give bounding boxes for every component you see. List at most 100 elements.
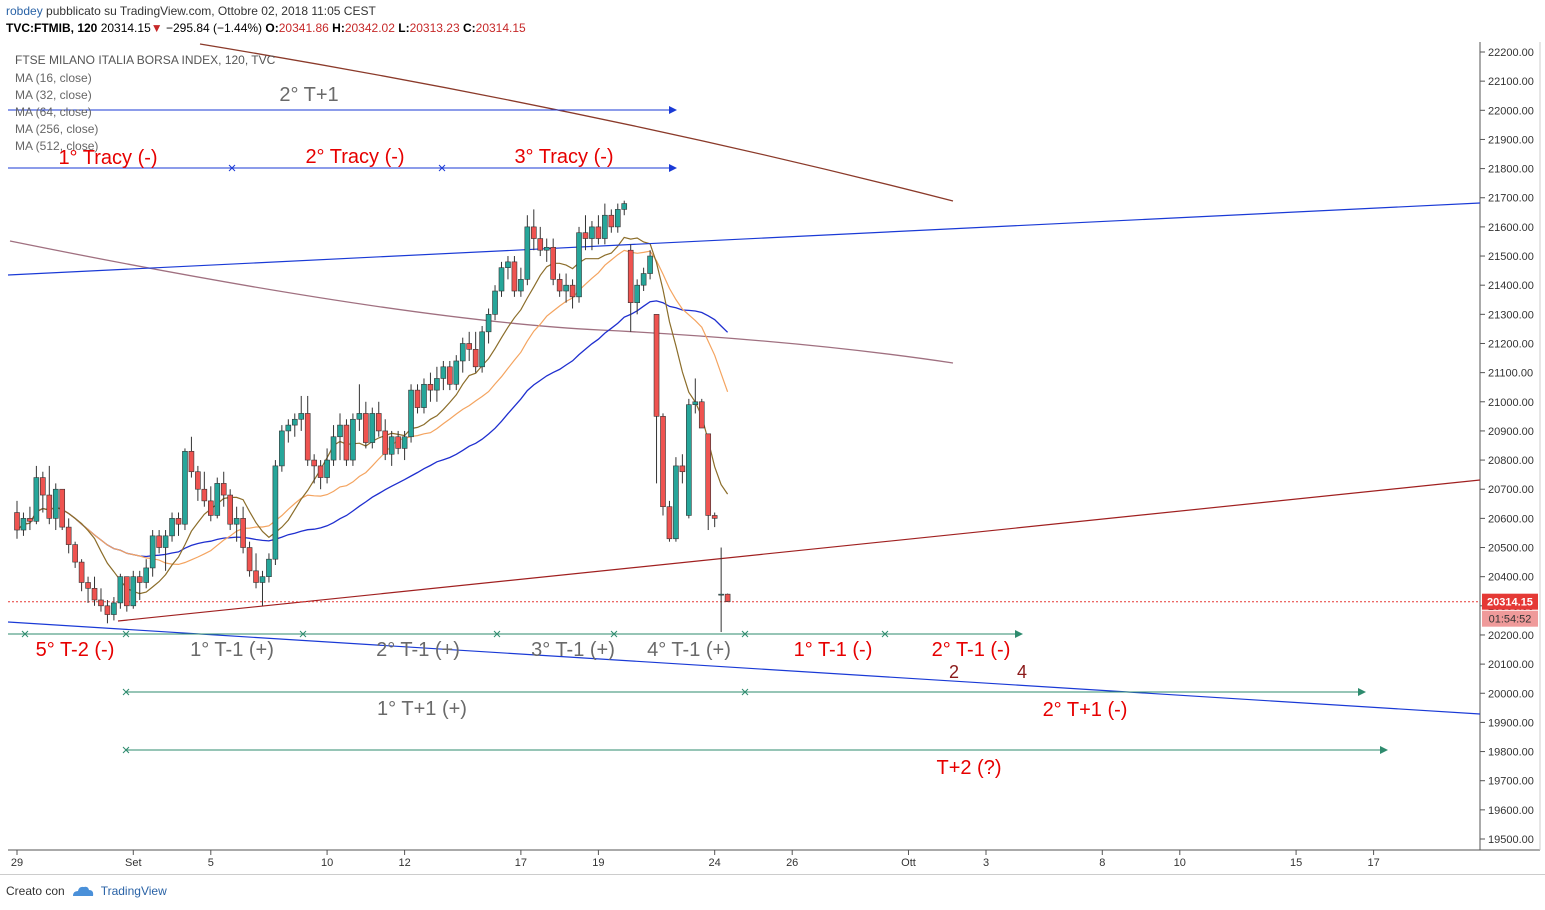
candle-body — [369, 413, 376, 443]
annot-1-t+1-plus: 1° T+1 (+) — [377, 698, 467, 720]
candle-body — [272, 465, 279, 560]
candle-body — [698, 401, 705, 429]
candle — [130, 570, 137, 609]
close-value: 20314.15 — [475, 21, 526, 35]
candle — [724, 593, 731, 603]
annot-2-t+1-minus: 2° T+1 (-) — [1043, 699, 1128, 721]
candle — [220, 471, 227, 507]
author-link[interactable]: robdey — [6, 4, 43, 18]
candle — [124, 576, 130, 612]
candle — [434, 366, 440, 402]
y-tick-label: 21000.00 — [1488, 397, 1534, 409]
candle-body — [104, 605, 111, 615]
candle — [530, 209, 537, 251]
candle-body — [304, 413, 311, 461]
candle — [46, 465, 53, 525]
candle — [356, 384, 363, 431]
candle-body — [246, 547, 253, 572]
candle-body — [324, 459, 330, 478]
candle-body — [188, 451, 195, 473]
range-separator — [228, 164, 236, 172]
y-tick-label: 19600.00 — [1488, 805, 1534, 817]
price-change: −295.84 (−1.44%) — [165, 21, 263, 35]
candle — [72, 541, 78, 568]
candle — [98, 588, 104, 612]
candle — [259, 570, 266, 606]
candle — [311, 454, 317, 484]
range-separator — [122, 746, 130, 754]
y-tick-label: 19900.00 — [1488, 717, 1534, 729]
y-tick-label: 19700.00 — [1488, 776, 1534, 788]
candle — [304, 395, 311, 466]
close-label: C: — [462, 21, 476, 35]
y-tick-label: 21100.00 — [1488, 368, 1533, 380]
candle — [511, 256, 518, 297]
y-tick-label: 20500.00 — [1488, 543, 1534, 555]
candle-body — [363, 413, 369, 443]
tradingview-link[interactable]: TradingView — [100, 884, 167, 898]
candle — [143, 559, 149, 589]
candle — [660, 413, 666, 516]
candle-body — [724, 593, 731, 603]
candle-body — [647, 255, 653, 274]
created-with-label: Creato con — [6, 884, 65, 898]
ohlc-line: TVC:FTMIB, 120 20314.15▼ −295.84 (−1.44%… — [6, 21, 526, 35]
candle — [653, 314, 660, 484]
candle-body — [279, 430, 285, 467]
candle-body — [518, 279, 524, 292]
legend-ma-item: MA (256, close) — [15, 122, 98, 136]
candle — [453, 355, 460, 391]
candle — [518, 267, 524, 297]
candle-body — [686, 404, 692, 516]
x-tick-label: 19 — [592, 857, 604, 869]
candle — [421, 378, 427, 414]
candle-body — [692, 401, 699, 405]
candle — [440, 360, 447, 391]
candle — [705, 433, 712, 531]
candle-body — [375, 413, 382, 432]
y-tick-label: 22100.00 — [1488, 76, 1534, 88]
candle — [614, 203, 621, 233]
candle-body — [614, 209, 621, 228]
candle-body — [550, 246, 556, 280]
legend-ma-item: MA (16, close) — [15, 71, 92, 85]
candle-body — [621, 203, 628, 210]
annot-2-t-1-minus: 2° T-1 (-) — [932, 639, 1011, 661]
candle-body — [317, 465, 324, 478]
candle — [233, 506, 240, 542]
candle — [324, 448, 330, 484]
candle-body — [124, 576, 130, 607]
candle-body — [524, 226, 531, 280]
candle — [330, 425, 337, 466]
candle — [686, 398, 692, 519]
candle — [401, 430, 408, 461]
candle-body — [543, 246, 550, 251]
upper-trendline — [7, 202, 1481, 276]
candle-body — [195, 471, 201, 490]
candle — [246, 541, 253, 577]
open-value: 20341.86 — [278, 21, 329, 35]
countdown-tag — [1482, 610, 1538, 627]
annot-1-t-1-plus: 1° T-1 (+) — [190, 639, 274, 661]
candle-body — [653, 314, 660, 417]
footer-divider — [0, 874, 1545, 875]
x-tick-label: 15 — [1290, 857, 1302, 869]
candle — [447, 360, 453, 391]
range-separator — [299, 630, 307, 638]
candle — [253, 553, 259, 589]
annot-1-t-1-minus: 1° T-1 (-) — [794, 639, 873, 661]
candle — [556, 273, 563, 297]
ma512-line — [199, 43, 954, 202]
y-tick-label: 19500.00 — [1488, 834, 1534, 846]
candle — [627, 244, 634, 332]
x-tick-label: 10 — [1174, 857, 1186, 869]
price-chart[interactable]: 19500.00 19600.00 19700.00 19800.00 19900.00… — [0, 0, 1545, 875]
candle-body — [640, 273, 647, 286]
candle-body — [149, 535, 156, 569]
candle — [136, 570, 143, 600]
candle-body — [660, 416, 666, 508]
legend-ma-item: MA (512, close) — [15, 139, 98, 153]
candle-body — [673, 465, 679, 540]
countdown-label: 01:54:52 — [1489, 614, 1532, 626]
y-tick-label: 22000.00 — [1488, 105, 1534, 117]
